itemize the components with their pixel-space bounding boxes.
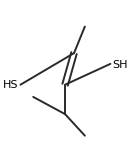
Text: SH: SH [112,60,128,70]
Text: HS: HS [3,80,19,90]
